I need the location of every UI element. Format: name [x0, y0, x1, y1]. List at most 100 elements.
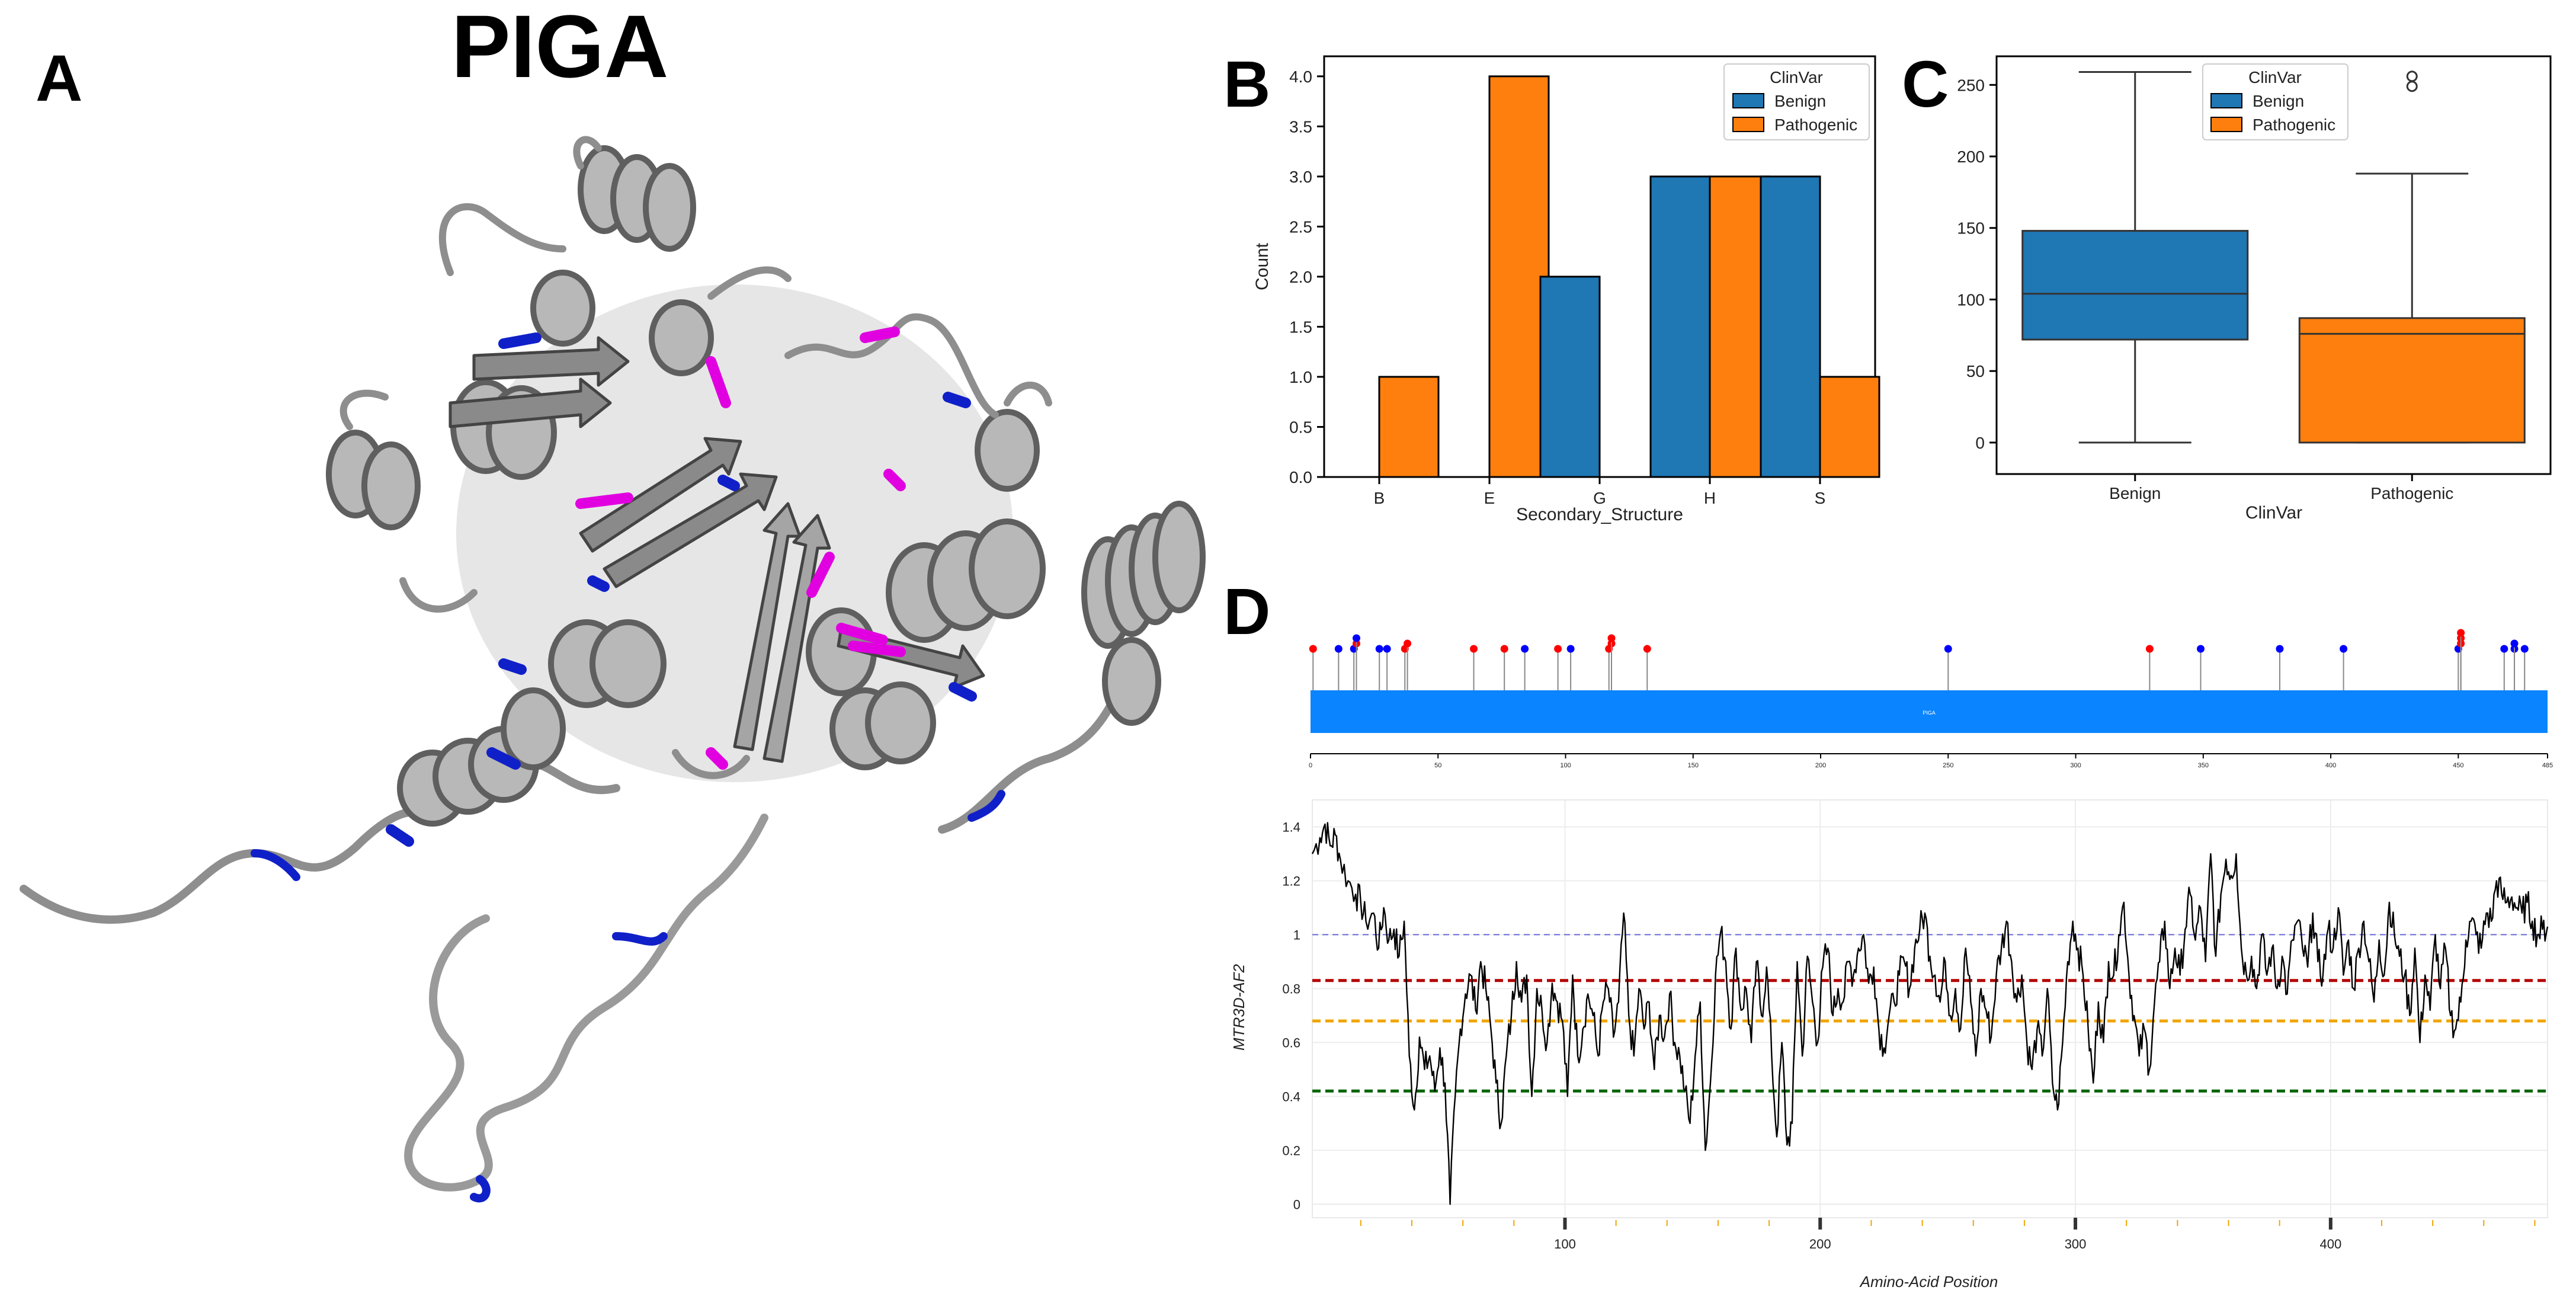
y-tick-label: 1.0: [1289, 368, 1312, 386]
y-tick-label: 0: [1293, 1197, 1300, 1212]
y-tick-label: 2.5: [1289, 217, 1312, 236]
chart-b-legend-pathogenic: Pathogenic: [1774, 116, 1857, 134]
y-tick-label: 1: [1293, 927, 1300, 942]
y-tick-label: 0.6: [1282, 1035, 1300, 1050]
y-tick-label: 0.0: [1289, 468, 1312, 486]
lollipop-head-pathogenic: [1309, 645, 1317, 653]
chart-b-legend-swatch-benign: [1732, 93, 1764, 108]
chart-c-legend: ClinVar Benign Pathogenic: [2202, 63, 2348, 140]
bar-benign-S: [1760, 175, 1821, 478]
y-tick-label: 100: [1957, 290, 1985, 309]
lollipop-x-axis: 0 50 100 150 200 250 300 350 400 450 485: [1309, 754, 2553, 769]
chart-b-y-axis: 0.0 0.5 1.0 1.5 2.0 2.5 3.0 3.5 4.0: [1289, 68, 1324, 486]
chart-d-xlabel: Amino-Acid Position: [1859, 1273, 1998, 1291]
chart-c-y-axis: 0 50 100 150 200 250: [1957, 76, 1997, 452]
x-tick-label: Pathogenic: [2370, 484, 2453, 502]
lollipop-head-benign: [1375, 645, 1383, 653]
figure-title: PIGA: [451, 0, 669, 96]
lollipop-head-pathogenic: [1607, 634, 1616, 642]
lollipop-head-benign: [2520, 645, 2529, 653]
lollipop-head-benign: [2196, 645, 2205, 653]
x-tick-label: H: [1704, 489, 1716, 507]
mtr3d-series-line: [1311, 822, 2549, 1205]
panel-label-b: B: [1223, 48, 1270, 121]
y-tick-label: 50: [1966, 362, 1985, 380]
panel-label-d: D: [1223, 575, 1270, 648]
lollipop-head-pathogenic: [1643, 645, 1651, 653]
lollipop-tick-label: 300: [2070, 762, 2081, 769]
lollipop-head-pathogenic: [2457, 629, 2465, 637]
lollipop-tick-label: 200: [1815, 762, 1826, 769]
chart-b-xlabel: Secondary_Structure: [1516, 505, 1683, 524]
x-tick-label: G: [1593, 489, 1606, 507]
chart-d-ylabel: MTR3D-AF2: [1230, 964, 1248, 1051]
y-tick-label: 150: [1957, 219, 1985, 238]
y-tick-label: 1.5: [1289, 318, 1312, 336]
bar-benign-H: [1649, 175, 1711, 478]
chart-c-x-axis: Benign Pathogenic: [2109, 474, 2453, 502]
lollipop-head-benign: [1383, 645, 1391, 653]
lollipop-head-benign: [1334, 645, 1343, 653]
x-tick-label: 100: [1554, 1237, 1576, 1251]
y-tick-label: 3.5: [1289, 117, 1312, 136]
lollipop-tick-label: 400: [2325, 762, 2336, 769]
lollipop-tick-label: 485: [2542, 762, 2553, 769]
chart-d-x-axis: 100 200 300 400: [1360, 1218, 2536, 1251]
box-pathogenic: [2298, 317, 2526, 444]
panel-label-a: A: [36, 42, 82, 115]
chart-b-legend-swatch-pathogenic: [1732, 117, 1764, 132]
y-tick-label: 0: [1975, 434, 1985, 452]
protein-domain-bar: [1311, 690, 2548, 733]
chart-b-ylabel: Count: [1252, 242, 1272, 290]
box-benign: [2021, 230, 2249, 341]
bar-pathogenic-S: [1819, 376, 1880, 478]
bar-benign-G: [1539, 276, 1601, 478]
chart-c-legend-swatch-benign: [2210, 93, 2242, 108]
chart-d-y-axis: 0 0.2 0.4 0.6 0.8 1 1.2 1.4: [1282, 819, 1300, 1212]
protein-cartoon-image: [20, 136, 1206, 1203]
lollipop-head-pathogenic: [1500, 645, 1508, 653]
x-tick-label: 300: [2065, 1237, 2087, 1251]
lollipop-tick-label: 50: [1434, 762, 1441, 769]
panel-b-bar-chart: B 0.0 0.5 1.0 1.5 2.0 2.5 3.0 3.5 4.0 B E G H S Seco…: [1223, 48, 1880, 524]
chart-c-legend-benign: Benign: [2253, 92, 2304, 110]
lollipop-head-pathogenic: [1470, 645, 1478, 653]
bar-pathogenic-B: [1378, 376, 1440, 478]
y-tick-label: 2.0: [1289, 268, 1312, 286]
chart-d-frame: [1312, 799, 2548, 1218]
x-tick-label: E: [1484, 489, 1495, 507]
lollipop-head-pathogenic: [1554, 645, 1562, 653]
lollipop-head-benign: [1521, 645, 1529, 653]
lollipop-tick-label: 0: [1309, 762, 1312, 769]
chart-d-lollipop-stems: [1309, 629, 2529, 690]
chart-b-legend-title: ClinVar: [1770, 68, 1823, 87]
y-tick-label: 200: [1957, 148, 1985, 166]
lollipop-tick-label: 250: [1943, 762, 1953, 769]
lollipop-tick-label: 100: [1560, 762, 1571, 769]
x-tick-label: 400: [2319, 1237, 2341, 1251]
lollipop-head-benign: [2500, 645, 2508, 653]
lollipop-tick-label: 150: [1688, 762, 1699, 769]
y-tick-label: 0.5: [1289, 418, 1312, 436]
box-outlier: [2406, 71, 2418, 82]
lollipop-head-benign: [2510, 639, 2519, 648]
y-tick-label: 4.0: [1289, 68, 1312, 86]
chart-c-legend-pathogenic: Pathogenic: [2253, 116, 2335, 134]
panel-a-structure: A PIGA: [20, 0, 1206, 1203]
lollipop-tick-label: 450: [2453, 762, 2463, 769]
y-tick-label: 0.8: [1282, 981, 1300, 996]
x-tick-label: S: [1815, 489, 1826, 507]
lollipop-head-benign: [2340, 645, 2348, 653]
y-tick-label: 3.0: [1289, 168, 1312, 186]
chart-c-legend-title: ClinVar: [2248, 68, 2302, 87]
chart-c-xlabel: ClinVar: [2245, 503, 2302, 523]
lollipop-head-benign: [1944, 645, 1952, 653]
x-tick-label: 200: [1809, 1237, 1831, 1251]
lollipop-tick-label: 350: [2198, 762, 2209, 769]
x-tick-label: B: [1374, 489, 1385, 507]
y-tick-label: 1.4: [1282, 819, 1300, 834]
chart-b-legend: ClinVar Benign Pathogenic: [1723, 63, 1870, 140]
chart-c-legend-swatch-pathogenic: [2210, 117, 2242, 132]
